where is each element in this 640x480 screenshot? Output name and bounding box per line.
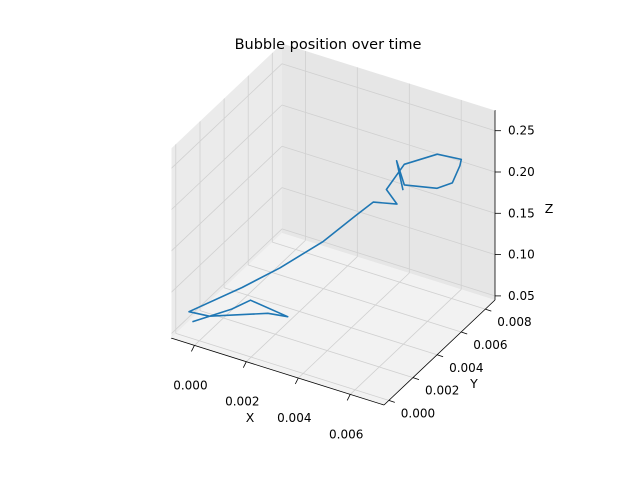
z-tick-label: 0.05 xyxy=(508,289,535,303)
z-grid-left xyxy=(170,187,283,293)
z-tick-label: 0.15 xyxy=(508,206,535,220)
chart-title: Bubble position over time xyxy=(235,37,422,53)
y-tick-label: 0.000 xyxy=(401,406,435,420)
z-grid-back xyxy=(281,228,496,297)
pane-edge xyxy=(170,42,283,149)
y-axis-label: Y xyxy=(469,376,478,391)
left-pane xyxy=(171,43,282,338)
y-tick-label: 0.008 xyxy=(497,315,531,329)
z-grid-left xyxy=(170,63,283,169)
x-grid-floor xyxy=(246,256,358,362)
z-tick-label: 0.10 xyxy=(508,248,535,262)
axes-panes xyxy=(171,43,495,405)
z-grid-back xyxy=(281,104,496,173)
y-grid-floor xyxy=(175,333,389,401)
z-grid-left xyxy=(170,104,283,211)
x-grid-floor xyxy=(298,272,410,379)
floor-pane xyxy=(171,233,495,405)
y-tick-label: 0.002 xyxy=(425,384,459,398)
back-pane xyxy=(282,43,495,300)
z-grid-left xyxy=(170,146,283,252)
z-grid-back xyxy=(281,145,496,214)
y-grid-floor xyxy=(223,287,438,356)
y-axis-line xyxy=(383,299,496,406)
y-grid-floor xyxy=(248,264,462,333)
y-tick xyxy=(436,354,444,358)
pane-edge xyxy=(281,42,496,111)
z-axis-label: Z xyxy=(545,201,554,216)
z-grid-left xyxy=(170,228,283,335)
x-tick xyxy=(191,345,195,352)
x-axis-label: X xyxy=(246,410,255,425)
y-tick xyxy=(461,331,468,335)
x-tick xyxy=(294,377,299,385)
z-grid-back xyxy=(281,187,496,255)
axes-grid xyxy=(170,50,496,401)
x-tick-label: 0.000 xyxy=(173,378,207,392)
x-grid-floor xyxy=(349,289,462,395)
z-grid-back xyxy=(281,63,496,132)
x-tick-label: 0.006 xyxy=(329,427,363,441)
y-tick xyxy=(388,400,395,403)
y-tick xyxy=(412,377,420,380)
x-grid-floor xyxy=(194,240,306,346)
y-tick-label: 0.006 xyxy=(473,338,507,352)
y-tick-label: 0.004 xyxy=(449,361,483,375)
y-tick xyxy=(485,308,492,312)
x-axis-line xyxy=(170,337,385,406)
y-grid-floor xyxy=(272,241,486,310)
z-tick-label: 0.20 xyxy=(508,165,535,179)
axis-ticks: 0.000 0.002 0.004 0.006 0.000 0.002 0.004 0.006… xyxy=(173,124,534,442)
x-tick-label: 0.002 xyxy=(225,395,259,409)
x-tick xyxy=(346,394,351,401)
axis-lines xyxy=(170,42,496,406)
x-tick xyxy=(242,361,247,368)
x-tick-label: 0.004 xyxy=(277,411,311,425)
y-grid-floor xyxy=(199,310,414,378)
series-layer xyxy=(188,153,463,323)
z-tick-label: 0.25 xyxy=(508,124,535,138)
